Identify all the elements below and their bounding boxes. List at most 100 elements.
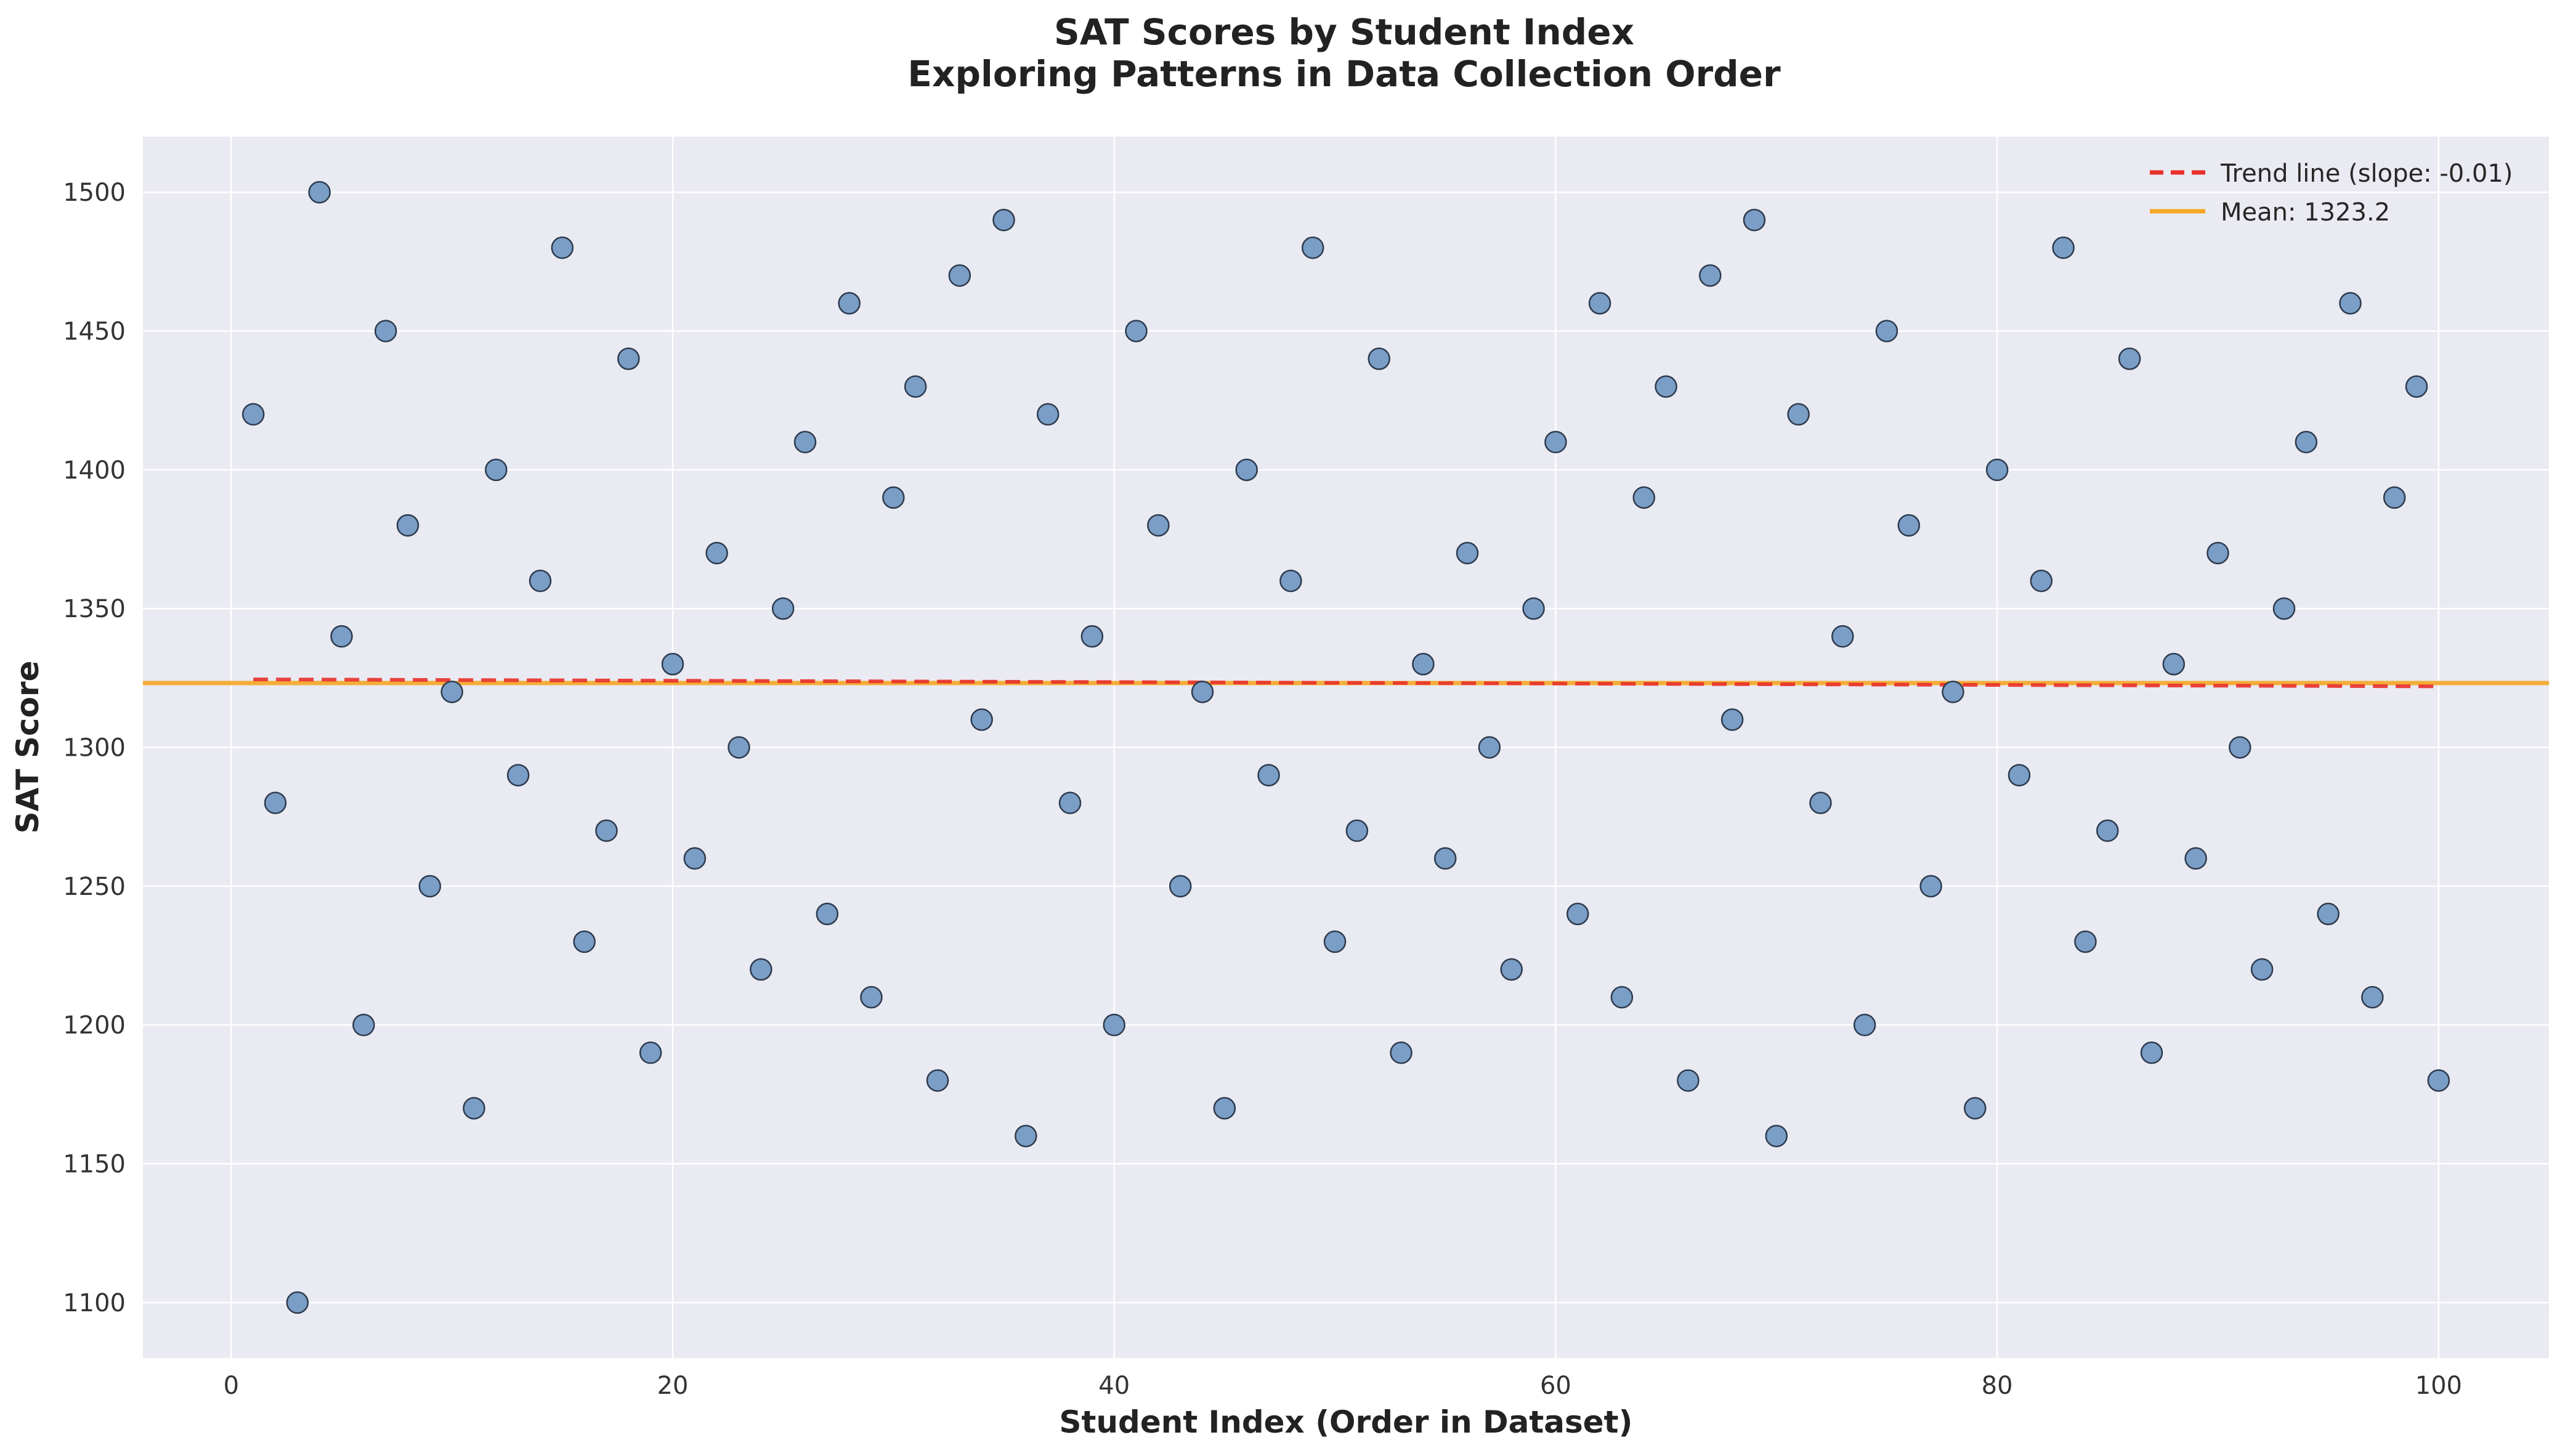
data-point (1787, 403, 1810, 426)
data-point (2030, 569, 2053, 593)
data-point (1080, 625, 1104, 648)
data-point (1831, 625, 1854, 648)
grid-lines (143, 137, 2549, 1358)
data-point (838, 292, 861, 315)
data-point (860, 985, 883, 1009)
data-point (1897, 514, 1921, 537)
data-point (1919, 875, 1942, 898)
x-tick-label: 80 (1982, 1372, 2013, 1400)
data-point (551, 237, 574, 259)
data-point (1942, 681, 1964, 703)
data-point (1015, 1125, 1037, 1147)
data-point (1368, 347, 1391, 370)
data-point (1147, 514, 1170, 537)
y-axis-label: SAT Score (10, 661, 46, 834)
data-point (573, 930, 596, 953)
data-point (617, 347, 640, 370)
chart-title: SAT Scores by Student Index (1054, 11, 1634, 53)
data-point (639, 1041, 662, 1064)
y-axis-ticks: 1100 1150 1200 1250 1300 1350 1400 1450 1500 (63, 179, 126, 1317)
data-point (1985, 458, 2009, 482)
x-tick-label: 40 (1098, 1372, 1130, 1400)
data-point (2383, 486, 2406, 509)
data-point (1412, 653, 1435, 676)
data-point (529, 569, 552, 593)
data-point (1500, 958, 1523, 981)
data-point (1235, 458, 1258, 482)
y-tick-label: 1150 (63, 1151, 126, 1179)
data-point (1191, 681, 1214, 703)
data-points (241, 180, 2450, 1314)
data-point (595, 819, 618, 842)
data-point (1301, 237, 1324, 259)
data-point (1655, 375, 1677, 398)
data-point (418, 875, 442, 898)
data-point (2405, 375, 2428, 398)
data-point (1588, 292, 1611, 315)
data-point (2361, 985, 2384, 1009)
data-point (2096, 819, 2119, 842)
data-point (463, 1097, 485, 1120)
data-point (793, 431, 817, 453)
y-tick-label: 1250 (63, 873, 126, 901)
data-point (2052, 237, 2075, 259)
y-tick-label: 1350 (63, 595, 126, 623)
x-tick-label: 60 (1540, 1372, 1571, 1400)
data-point (2074, 930, 2097, 953)
x-axis-label: Student Index (Order in Dataset) (1060, 1404, 1633, 1440)
data-point (1522, 597, 1545, 620)
y-tick-label: 1500 (63, 179, 126, 207)
data-point (2140, 1041, 2163, 1064)
data-point (1699, 264, 1722, 287)
data-point (1610, 985, 1634, 1009)
y-tick-label: 1450 (63, 317, 126, 346)
x-tick-label: 20 (657, 1372, 689, 1400)
data-point (2317, 902, 2340, 926)
data-point (2184, 847, 2207, 870)
data-point (926, 1069, 949, 1092)
data-point (396, 514, 419, 537)
data-point (683, 847, 707, 870)
y-tick-label: 1300 (63, 734, 126, 762)
data-point (506, 764, 530, 787)
data-point (2118, 347, 2141, 370)
data-point (1456, 541, 1479, 565)
data-point (352, 1013, 375, 1037)
data-point (1036, 403, 1060, 426)
data-point (1390, 1041, 1412, 1064)
data-point (2206, 541, 2229, 565)
data-point (1743, 208, 1766, 232)
data-point (1964, 1097, 1987, 1120)
data-point (1257, 764, 1280, 787)
chart-subtitle: Exploring Patterns in Data Collection Or… (907, 53, 1781, 95)
data-point (1279, 569, 1302, 593)
data-point (2250, 958, 2274, 981)
data-point (1765, 1125, 1788, 1147)
x-tick-label: 100 (2415, 1372, 2462, 1400)
data-point (1632, 486, 1656, 509)
data-point (771, 597, 795, 620)
data-point (440, 681, 463, 703)
data-point (1478, 736, 1501, 759)
data-point (1720, 708, 1744, 731)
data-point (2272, 597, 2296, 620)
data-point (1544, 431, 1567, 453)
data-point (264, 791, 287, 814)
data-point (948, 264, 971, 287)
data-point (1323, 930, 1347, 953)
y-tick-label: 1100 (63, 1289, 126, 1317)
data-point (286, 1291, 309, 1314)
legend-mean-label: Mean: 1323.2 (2221, 198, 2390, 227)
data-point (661, 653, 684, 676)
data-point (816, 902, 839, 926)
data-point (750, 958, 772, 981)
data-point (1566, 902, 1589, 926)
x-tick-label: 0 (224, 1372, 239, 1400)
data-point (2162, 653, 2186, 676)
y-tick-label: 1400 (63, 456, 126, 485)
x-axis-ticks: 0 20 40 60 80 100 (224, 1372, 2462, 1400)
data-point (485, 458, 508, 482)
data-point (904, 375, 927, 398)
data-point (1875, 320, 1898, 342)
